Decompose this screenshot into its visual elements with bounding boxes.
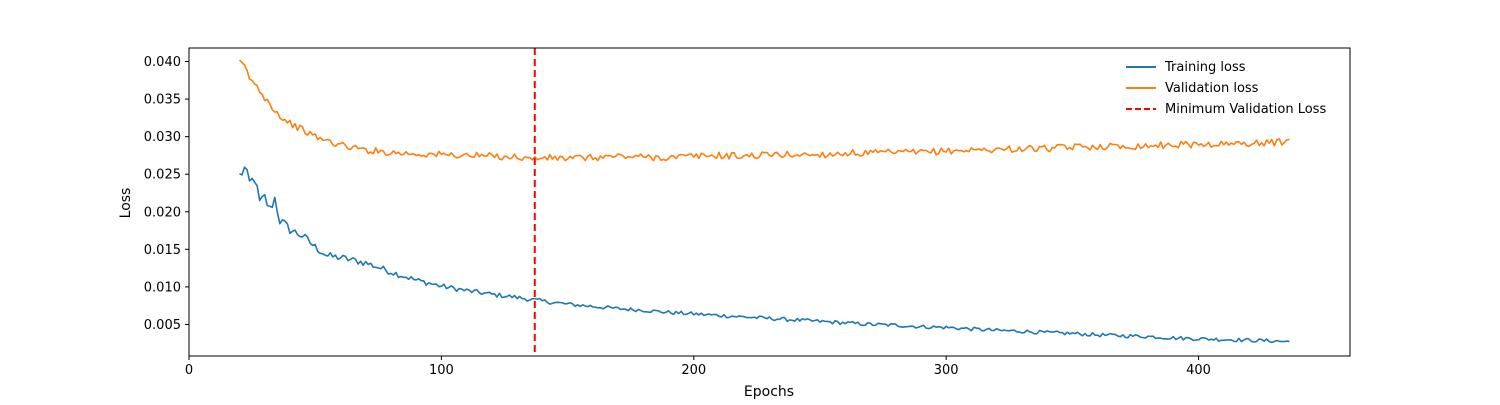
series-line-0 [239,166,1290,344]
x-tick-label: 100 [429,363,454,378]
y-tick-label: 0.005 [144,318,181,333]
y-tick-label: 0.020 [144,205,181,220]
x-tick-label: 200 [681,363,706,378]
y-axis-label: Loss [118,188,134,219]
y-tick-label: 0.015 [144,243,181,258]
series-layer [238,59,1290,344]
plot-frame [188,47,1351,357]
y-tick-label: 0.010 [144,280,181,295]
y-axis-ticks: 0.005 0.010 0.015 0.020 0.025 0.030 0.035 0.040 [144,55,189,333]
legend: Training loss Validation loss Minimum Va… [1126,60,1326,117]
y-tick-label: 0.030 [144,130,181,145]
x-tick-label: 400 [1186,363,1211,378]
legend-label-min-val: Minimum Validation Loss [1165,102,1326,117]
y-tick-label: 0.025 [144,168,181,183]
legend-label-training: Training loss [1164,60,1246,75]
series-line-1 [238,59,1290,162]
y-tick-label: 0.035 [144,93,181,108]
x-tick-label: 0 [185,363,193,378]
x-axis-label: Epochs [744,384,794,400]
x-tick-label: 300 [934,363,959,378]
x-axis-ticks: 0 100 200 300 400 [185,356,1211,378]
y-tick-label: 0.040 [144,55,181,70]
legend-label-validation: Validation loss [1165,81,1259,96]
plot-area [189,48,1350,356]
